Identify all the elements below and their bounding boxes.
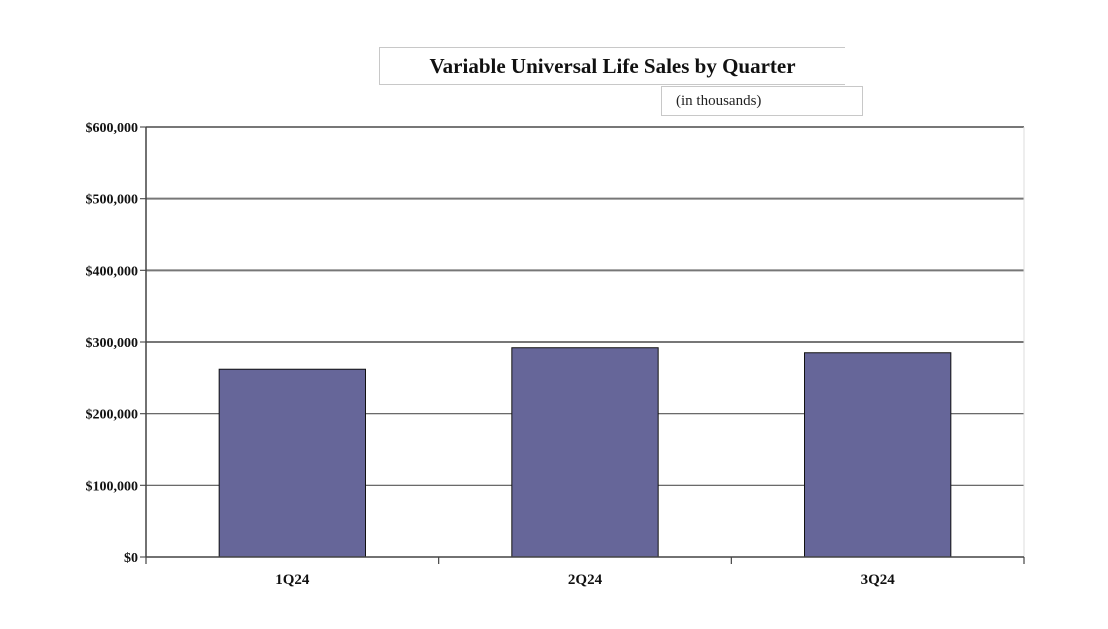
bars xyxy=(218,347,952,558)
y-tick-label: $600,000 xyxy=(86,121,139,136)
y-tick-label: $300,000 xyxy=(86,336,139,351)
chart-subtitle: (in thousands) xyxy=(661,86,863,116)
y-tick-label: $200,000 xyxy=(86,408,139,423)
y-tick-label: $400,000 xyxy=(86,264,139,279)
x-tick-label: 3Q24 xyxy=(861,572,896,588)
bar-3q24 xyxy=(804,352,952,558)
chart-title: Variable Universal Life Sales by Quarter xyxy=(379,47,845,85)
axis-labels: $0 $100,000 $200,000 $300,000 $400,000 $500,0… xyxy=(86,121,896,588)
x-tick-label: 1Q24 xyxy=(275,572,310,588)
y-tick-label: $100,000 xyxy=(86,479,139,494)
y-tick-label: $500,000 xyxy=(86,193,139,208)
bar-1q24 xyxy=(218,368,366,558)
axes xyxy=(140,126,1025,564)
y-tick-label: $0 xyxy=(124,551,138,566)
x-tick-label: 2Q24 xyxy=(568,572,603,588)
bar-2q24 xyxy=(511,347,659,558)
